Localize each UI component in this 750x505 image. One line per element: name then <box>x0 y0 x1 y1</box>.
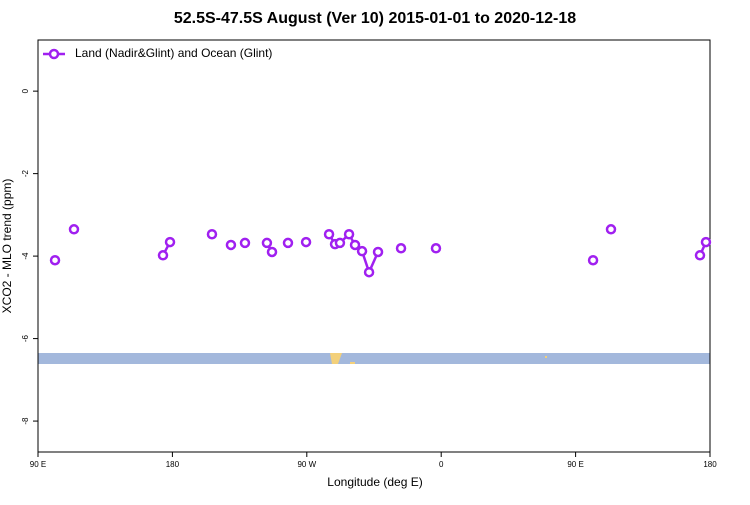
y-axis-label: XCO2 - MLO trend (ppm) <box>0 179 14 314</box>
data-point <box>225 239 237 251</box>
map-strip <box>38 353 710 364</box>
data-point <box>68 224 80 235</box>
plot-frame <box>37 39 711 453</box>
data-point <box>206 228 218 240</box>
x-tick-label: 0 <box>439 460 444 469</box>
y-tick-label: 0 <box>21 88 30 93</box>
legend-marker <box>48 48 60 60</box>
x-axis-label: Longitude (deg E) <box>327 475 422 489</box>
y-tick-label: -8 <box>21 417 30 425</box>
data-point <box>363 266 375 278</box>
data-point <box>300 236 312 248</box>
data-point <box>323 228 335 240</box>
legend-label: Land (Nadir&Glint) and Ocean (Glint) <box>75 46 272 60</box>
data-point <box>430 243 442 254</box>
data-point <box>372 246 384 258</box>
data-point <box>49 254 61 266</box>
data-point <box>282 237 294 249</box>
data-point <box>605 224 617 235</box>
data-point <box>334 237 346 249</box>
data-point <box>261 237 273 249</box>
chart-title: 52.5S-47.5S August (Ver 10) 2015-01-01 t… <box>174 10 576 27</box>
data-point <box>395 243 407 254</box>
y-tick-label: -6 <box>21 334 30 342</box>
data-point <box>587 254 599 266</box>
data-point <box>349 239 361 251</box>
data-point <box>164 236 176 248</box>
x-tick-label: 90 E <box>30 460 46 469</box>
y-tick-label: -4 <box>21 252 30 260</box>
x-tick-label: 90 E <box>567 460 583 469</box>
x-tick-label: 180 <box>166 460 180 469</box>
y-tick-label: -2 <box>21 170 30 178</box>
data-point <box>266 246 278 258</box>
x-tick-label: 90 W <box>297 460 316 469</box>
data-point <box>343 228 355 240</box>
data-point <box>157 250 169 261</box>
data-point <box>700 236 712 248</box>
data-point <box>694 250 706 261</box>
x-tick-label: 180 <box>703 460 717 469</box>
data-point <box>356 245 368 257</box>
data-point <box>239 237 251 249</box>
